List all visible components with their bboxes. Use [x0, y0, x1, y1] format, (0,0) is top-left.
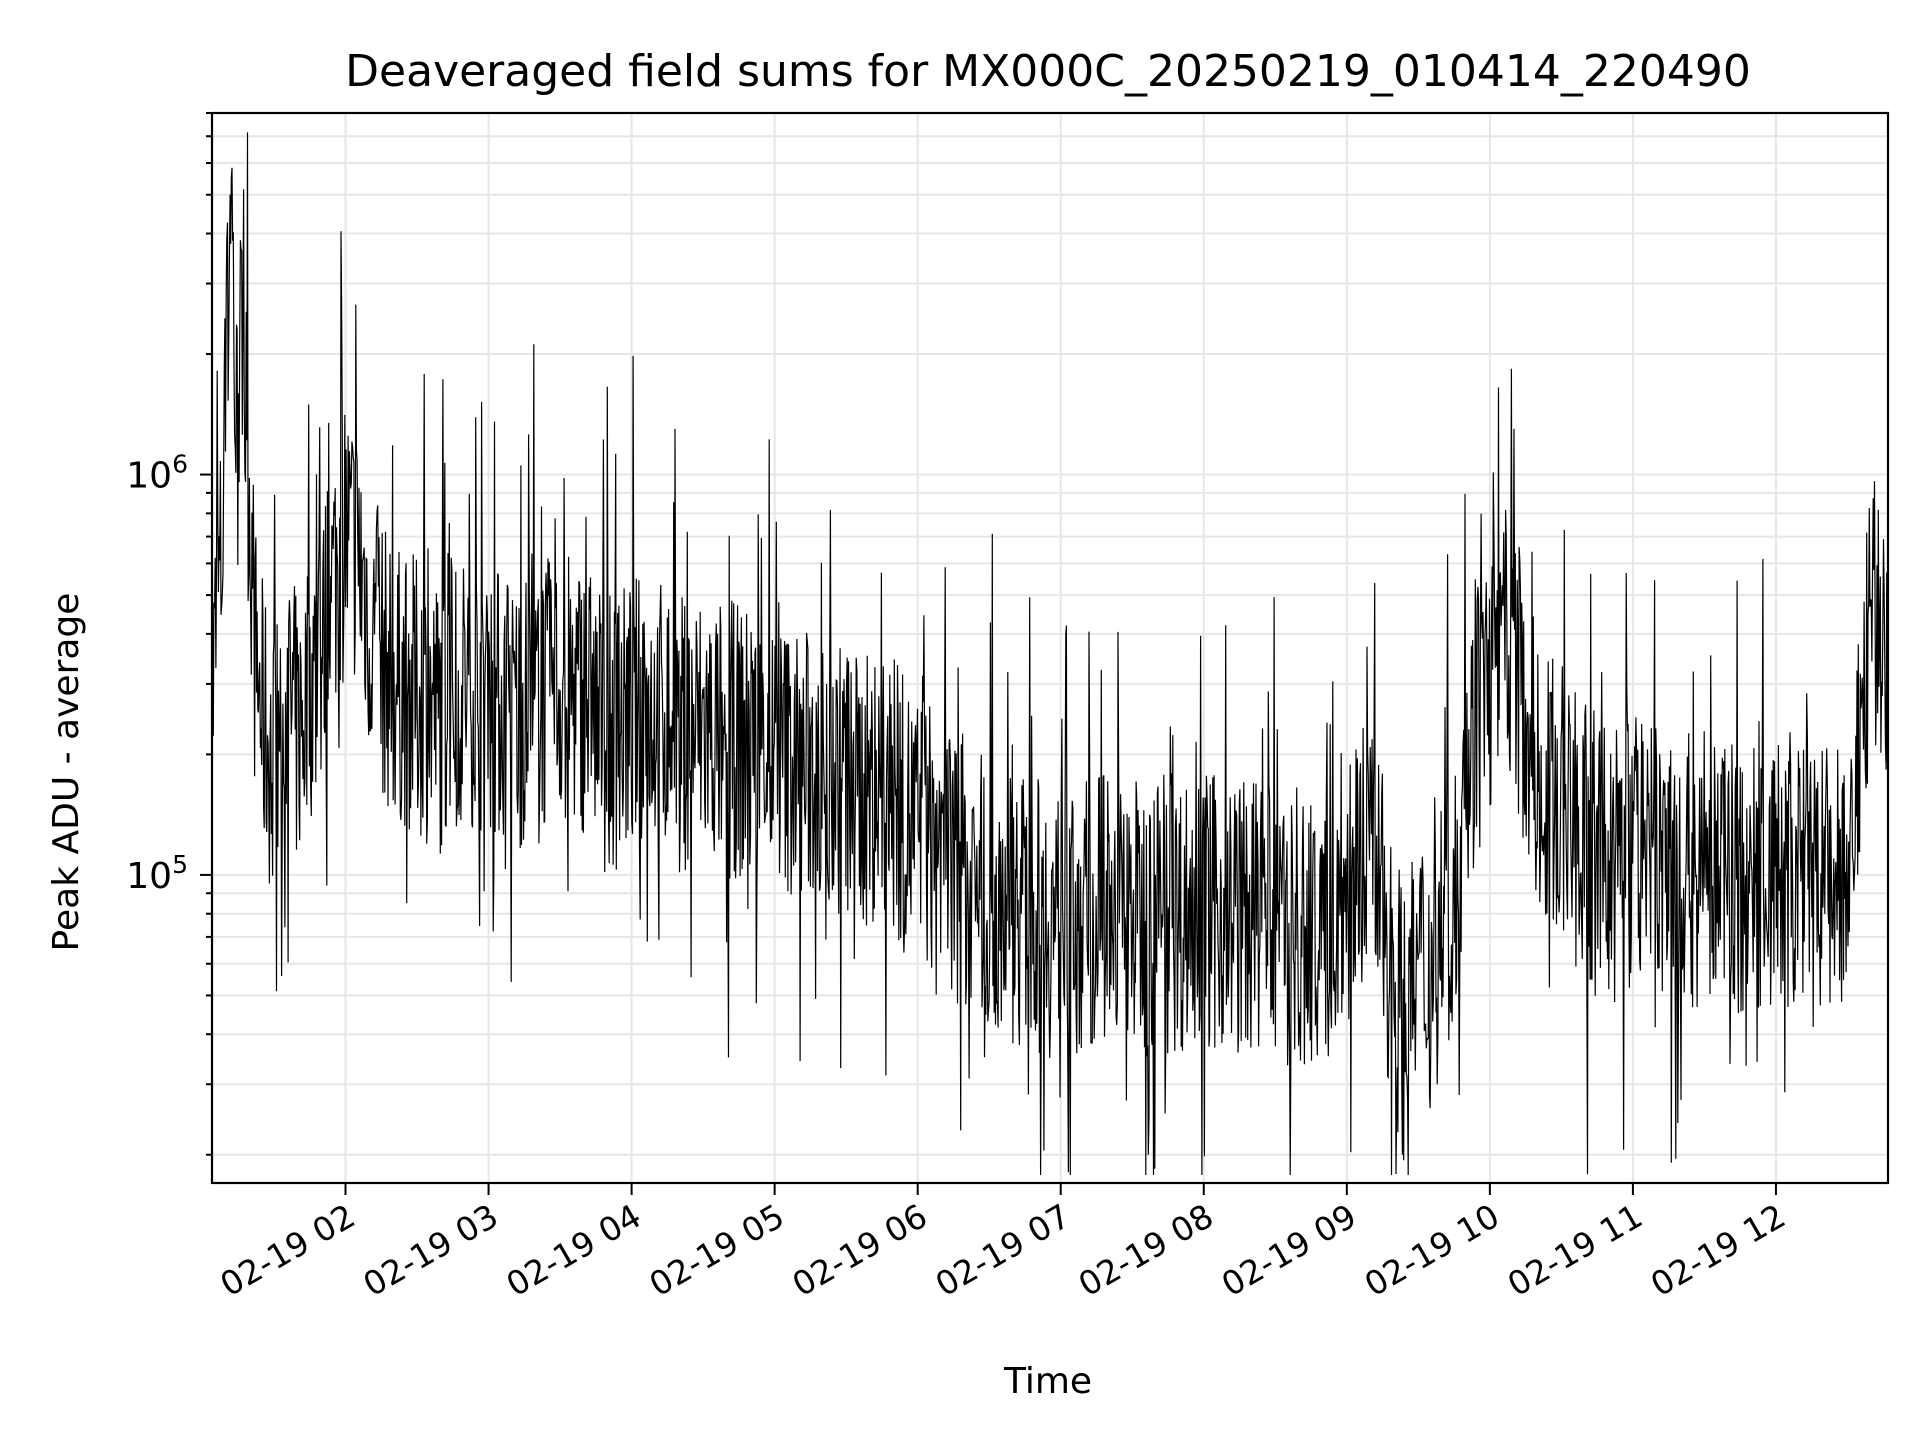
y-tick-label: 105: [126, 850, 188, 897]
y-tick-label: 106: [126, 450, 188, 497]
plot-frame: [210, 111, 1890, 1185]
x-tick-label: 02-19 10: [1358, 1196, 1506, 1304]
x-tick-label: 02-19 08: [1072, 1196, 1220, 1304]
y-axis: 105 106: [126, 112, 212, 1156]
y-axis-label: Peak ADU - average: [46, 593, 87, 952]
x-tick-label: 02-19 09: [1215, 1196, 1363, 1304]
x-tick-label: 02-19 11: [1501, 1196, 1649, 1304]
x-tick-label: 02-19 05: [643, 1196, 791, 1304]
x-tick-label: 02-19 07: [929, 1196, 1077, 1304]
x-tick-label: 02-19 03: [357, 1196, 505, 1304]
x-tick-label: 02-19 12: [1644, 1196, 1792, 1304]
x-tick-label: 02-19 04: [500, 1196, 648, 1304]
x-axis-label: Time: [1003, 1361, 1092, 1402]
chart-title: Deaveraged field sums for MX000C_2025021…: [345, 46, 1751, 97]
series-layer: [211, 132, 1889, 1176]
x-tick-label: 02-19 06: [786, 1196, 934, 1304]
x-tick-label: 02-19 02: [214, 1196, 362, 1304]
series-line: [211, 132, 1889, 1176]
